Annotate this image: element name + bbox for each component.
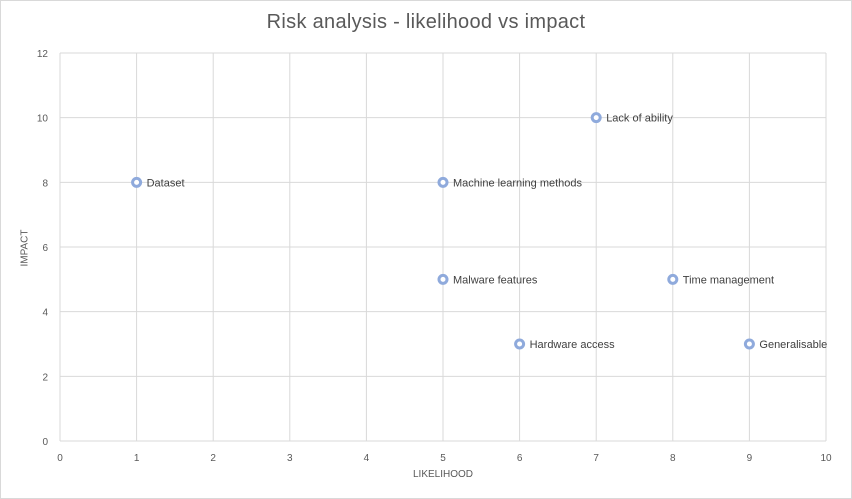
x-axis-title: LIKELIHOOD: [412, 469, 474, 480]
x-tick-label: 1: [134, 453, 140, 464]
data-label: Hardware access: [530, 339, 615, 351]
data-point: [131, 176, 143, 188]
x-tick-label: 6: [517, 453, 523, 464]
y-tick-label: 0: [42, 437, 48, 448]
data-label: Generalisable: [759, 339, 827, 351]
y-tick-label: 8: [42, 178, 48, 189]
y-tick-label: 6: [42, 243, 48, 254]
x-tick-label: 2: [210, 453, 216, 464]
data-point: [514, 338, 526, 350]
data-label: Dataset: [147, 177, 185, 189]
y-tick-label: 2: [42, 372, 48, 383]
chart-title: Risk analysis - likelihood vs impact: [266, 11, 586, 33]
y-tick-label: 4: [42, 308, 48, 319]
x-tick-label: 0: [57, 453, 63, 464]
x-tick-label: 10: [820, 453, 832, 464]
data-label: Machine learning methods: [453, 177, 583, 189]
data-point: [590, 112, 602, 124]
data-point: [743, 338, 755, 350]
x-tick-label: 5: [440, 453, 446, 464]
y-axis-title: IMPACT: [19, 229, 31, 267]
x-tick-label: 9: [747, 453, 753, 464]
data-label: Time management: [683, 274, 774, 286]
y-tick-label: 10: [37, 114, 49, 125]
data-point: [437, 176, 449, 188]
data-point: [437, 273, 449, 285]
data-point: [667, 273, 679, 285]
y-tick-label: 12: [37, 49, 49, 60]
data-label: Malware features: [453, 274, 538, 286]
data-label: Lack of ability: [606, 113, 673, 125]
x-tick-label: 3: [287, 453, 293, 464]
x-tick-label: 7: [593, 453, 599, 464]
x-tick-label: 4: [364, 453, 370, 464]
x-tick-label: 8: [670, 453, 676, 464]
